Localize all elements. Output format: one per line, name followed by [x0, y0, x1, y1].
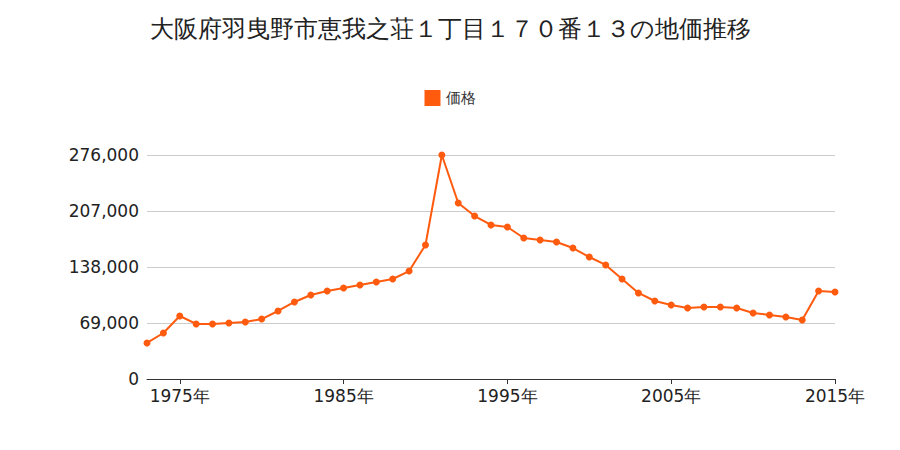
svg-text:2005年: 2005年 — [641, 386, 701, 406]
svg-text:207,000: 207,000 — [69, 201, 139, 221]
svg-text:138,000: 138,000 — [69, 257, 139, 277]
svg-text:大阪府羽曳野市恵我之荘１丁目１７０番１３の地価推移: 大阪府羽曳野市恵我之荘１丁目１７０番１３の地価推移 — [150, 15, 751, 43]
svg-text:1995年: 1995年 — [477, 386, 537, 406]
svg-text:69,000: 69,000 — [80, 313, 139, 333]
svg-text:2015年: 2015年 — [805, 386, 865, 406]
svg-text:0: 0 — [128, 369, 139, 389]
svg-text:価格: 価格 — [446, 89, 476, 107]
svg-text:276,000: 276,000 — [69, 145, 139, 165]
svg-text:1985年: 1985年 — [313, 386, 373, 406]
svg-text:1975年: 1975年 — [150, 386, 210, 406]
